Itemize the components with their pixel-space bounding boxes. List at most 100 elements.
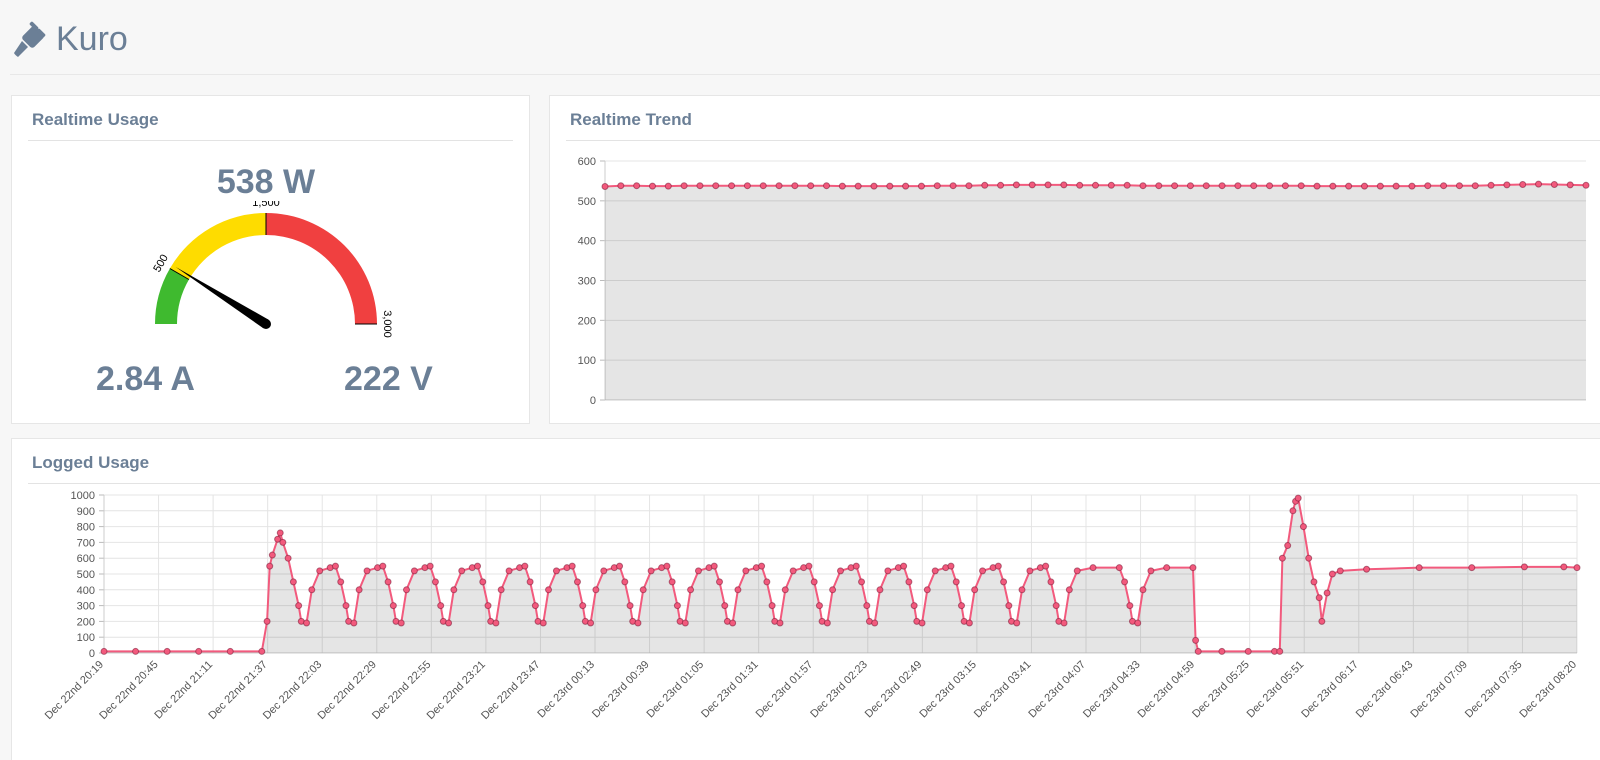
data-point (687, 586, 695, 594)
data-point (810, 578, 818, 586)
gauge-label: 500 (151, 253, 171, 275)
data-point (1121, 578, 1129, 586)
data-point (829, 586, 837, 594)
data-point (648, 182, 656, 190)
data-point (1376, 182, 1384, 190)
gauge-band-0 (155, 268, 189, 324)
data-point (979, 567, 987, 575)
data-point (768, 602, 776, 610)
data-point (384, 578, 392, 586)
data-point (1115, 564, 1123, 572)
data-point (1424, 182, 1432, 190)
data-point (1000, 578, 1008, 586)
data-point (163, 647, 171, 655)
data-point (410, 567, 418, 575)
gauge-needle-hub (261, 319, 271, 329)
data-point (1092, 181, 1099, 189)
data-point (1123, 181, 1131, 189)
y-tick-label: 600 (578, 156, 596, 168)
data-point (1329, 182, 1337, 190)
data-point (568, 562, 576, 570)
data-point (363, 567, 371, 575)
gauge-label: 3,000 (381, 310, 393, 338)
data-point (918, 619, 926, 627)
x-tick-label: Dec 22nd 22:29 (315, 659, 378, 722)
data-point (1266, 182, 1274, 190)
data-point (1487, 181, 1495, 189)
data-point (743, 182, 751, 190)
data-point (521, 562, 529, 570)
data-point (1192, 636, 1200, 644)
y-tick-label: 600 (77, 553, 95, 565)
y-tick-label: 200 (578, 315, 596, 327)
data-point (1289, 507, 1297, 515)
data-point (316, 567, 324, 575)
data-point (823, 182, 831, 190)
data-point (484, 602, 492, 610)
x-tick-label: Dec 22nd 22:55 (370, 659, 433, 722)
series-area (104, 498, 1577, 653)
data-point (303, 619, 311, 627)
data-point (696, 182, 704, 190)
data-point (870, 182, 878, 190)
data-point (1415, 564, 1423, 572)
data-point (971, 586, 979, 594)
panel-title: Realtime Usage (32, 110, 159, 129)
x-tick-label: Dec 22nd 22:03 (261, 659, 324, 722)
y-tick-label: 100 (578, 355, 596, 367)
data-point (1218, 182, 1226, 190)
data-point (1060, 181, 1068, 189)
data-point (279, 538, 287, 546)
x-tick-label: Dec 22nd 23:47 (479, 659, 542, 722)
data-point (710, 562, 718, 570)
data-point (337, 578, 345, 586)
data-point (1360, 182, 1368, 190)
data-point (579, 602, 587, 610)
data-point (1126, 602, 1134, 610)
data-point (837, 567, 844, 575)
data-point (876, 586, 884, 594)
data-point (1560, 563, 1568, 571)
data-point (1060, 619, 1068, 627)
data-point (823, 619, 831, 627)
x-tick-label: Dec 23rd 03:41 (972, 659, 1034, 721)
logged-usage-panel: Logged Usage 1000 900 800 700 600 500 400 300 20… (11, 438, 1600, 760)
data-point (552, 567, 560, 575)
data-point (1440, 182, 1448, 190)
data-point (1328, 570, 1336, 578)
data-point (776, 619, 784, 627)
data-point (900, 562, 908, 570)
data-point (573, 578, 581, 586)
data-point (445, 619, 453, 627)
data-point (742, 567, 750, 575)
data-point (1323, 589, 1331, 597)
y-tick-label: 100 (77, 632, 95, 644)
data-point (268, 551, 276, 559)
app-brand[interactable]: Kuro (56, 19, 128, 58)
data-point (284, 554, 292, 562)
x-tick-label: Dec 22nd 20:45 (97, 659, 160, 722)
x-tick-label: Dec 23rd 05:25 (1190, 659, 1252, 721)
data-point (592, 586, 600, 594)
gauge-tick (169, 268, 190, 280)
data-point (1276, 647, 1284, 655)
current-readout: 2.84 A (96, 360, 195, 398)
data-point (884, 567, 892, 575)
data-point (1297, 182, 1305, 190)
data-point (295, 602, 303, 610)
data-point (1503, 181, 1511, 189)
y-tick-label: 300 (578, 276, 596, 288)
x-tick-label: Dec 22nd 21:37 (206, 659, 269, 722)
data-point (838, 182, 846, 190)
data-point (639, 586, 647, 594)
data-point (1028, 181, 1036, 189)
data-point (1363, 565, 1371, 573)
data-point (871, 619, 879, 627)
x-tick-label: Dec 23rd 01:57 (754, 659, 816, 721)
data-point (1089, 564, 1097, 572)
data-point (681, 619, 689, 627)
realtime-trend-panel: Realtime Trend 600 500 400 300 200 100 0 (549, 95, 1600, 424)
data-point (789, 567, 797, 575)
y-tick-label: 300 (77, 601, 95, 613)
